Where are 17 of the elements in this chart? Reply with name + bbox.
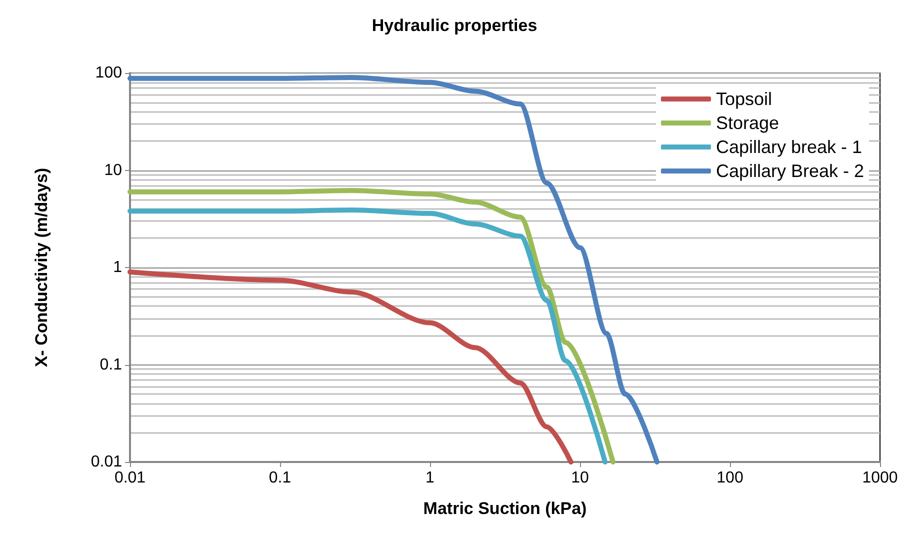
x-axis-title: Matric Suction (kPa): [423, 499, 587, 518]
legend-label: Capillary Break - 2: [716, 161, 864, 181]
x-tick-label: 100: [716, 470, 744, 486]
y-tick-label: 0.1: [100, 356, 122, 374]
x-tick-label: 10: [571, 470, 589, 486]
legend-label: Topsoil: [716, 89, 772, 109]
x-tick-label: 1: [426, 470, 435, 486]
legend-label: Storage: [716, 113, 779, 133]
y-tick-label: 1: [113, 259, 122, 276]
x-tick-label: 0.1: [268, 470, 292, 486]
chart-title: Hydraulic properties: [372, 16, 538, 35]
y-tick-label: 0.01: [90, 454, 122, 470]
y-axis-title: X- Conductivity (m/days): [32, 168, 51, 368]
legend-label: Capillary break - 1: [716, 137, 862, 157]
y-tick-label: 10: [104, 162, 122, 179]
x-tick-label: 1000: [862, 470, 898, 486]
y-tick-label: 100: [95, 64, 122, 82]
